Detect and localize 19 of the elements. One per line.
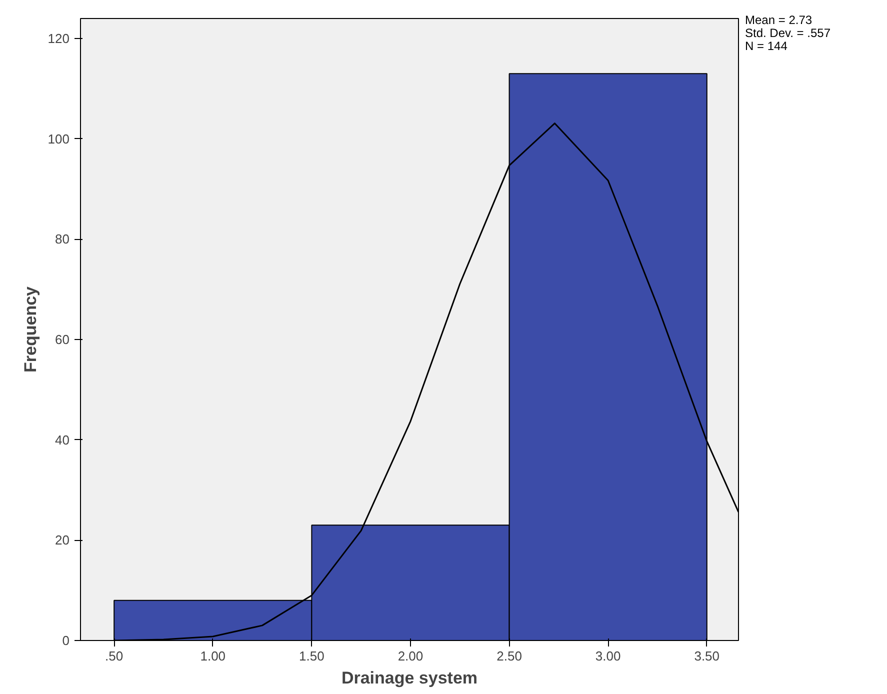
text: N = 144 (745, 39, 788, 53)
x-tick-label: 1.00 (200, 648, 226, 664)
y-tick-label: 100 (48, 131, 70, 146)
x-tick-label: 2.50 (496, 648, 522, 664)
y-tick-label: 20 (55, 532, 70, 548)
x-tick-label: 3.00 (595, 648, 621, 664)
y-tick-label: 40 (55, 432, 70, 448)
text: Mean = 2.73 (745, 13, 812, 27)
x-tick-label: .50 (105, 648, 124, 664)
x-tick-label: 3.50 (694, 648, 720, 664)
y-tick-label: 0 (62, 633, 70, 648)
y-tick-label: 60 (55, 332, 70, 348)
x-axis-title: Drainage system (341, 668, 478, 688)
x-tick-label: 2.00 (398, 648, 424, 664)
text: Std. Dev. = .557 (745, 26, 830, 40)
y-tick-label: 120 (48, 31, 70, 46)
x-tick-label: 1.50 (299, 648, 324, 664)
y-tick-label: 80 (55, 232, 70, 247)
y-axis-title: Frequency (20, 286, 40, 372)
